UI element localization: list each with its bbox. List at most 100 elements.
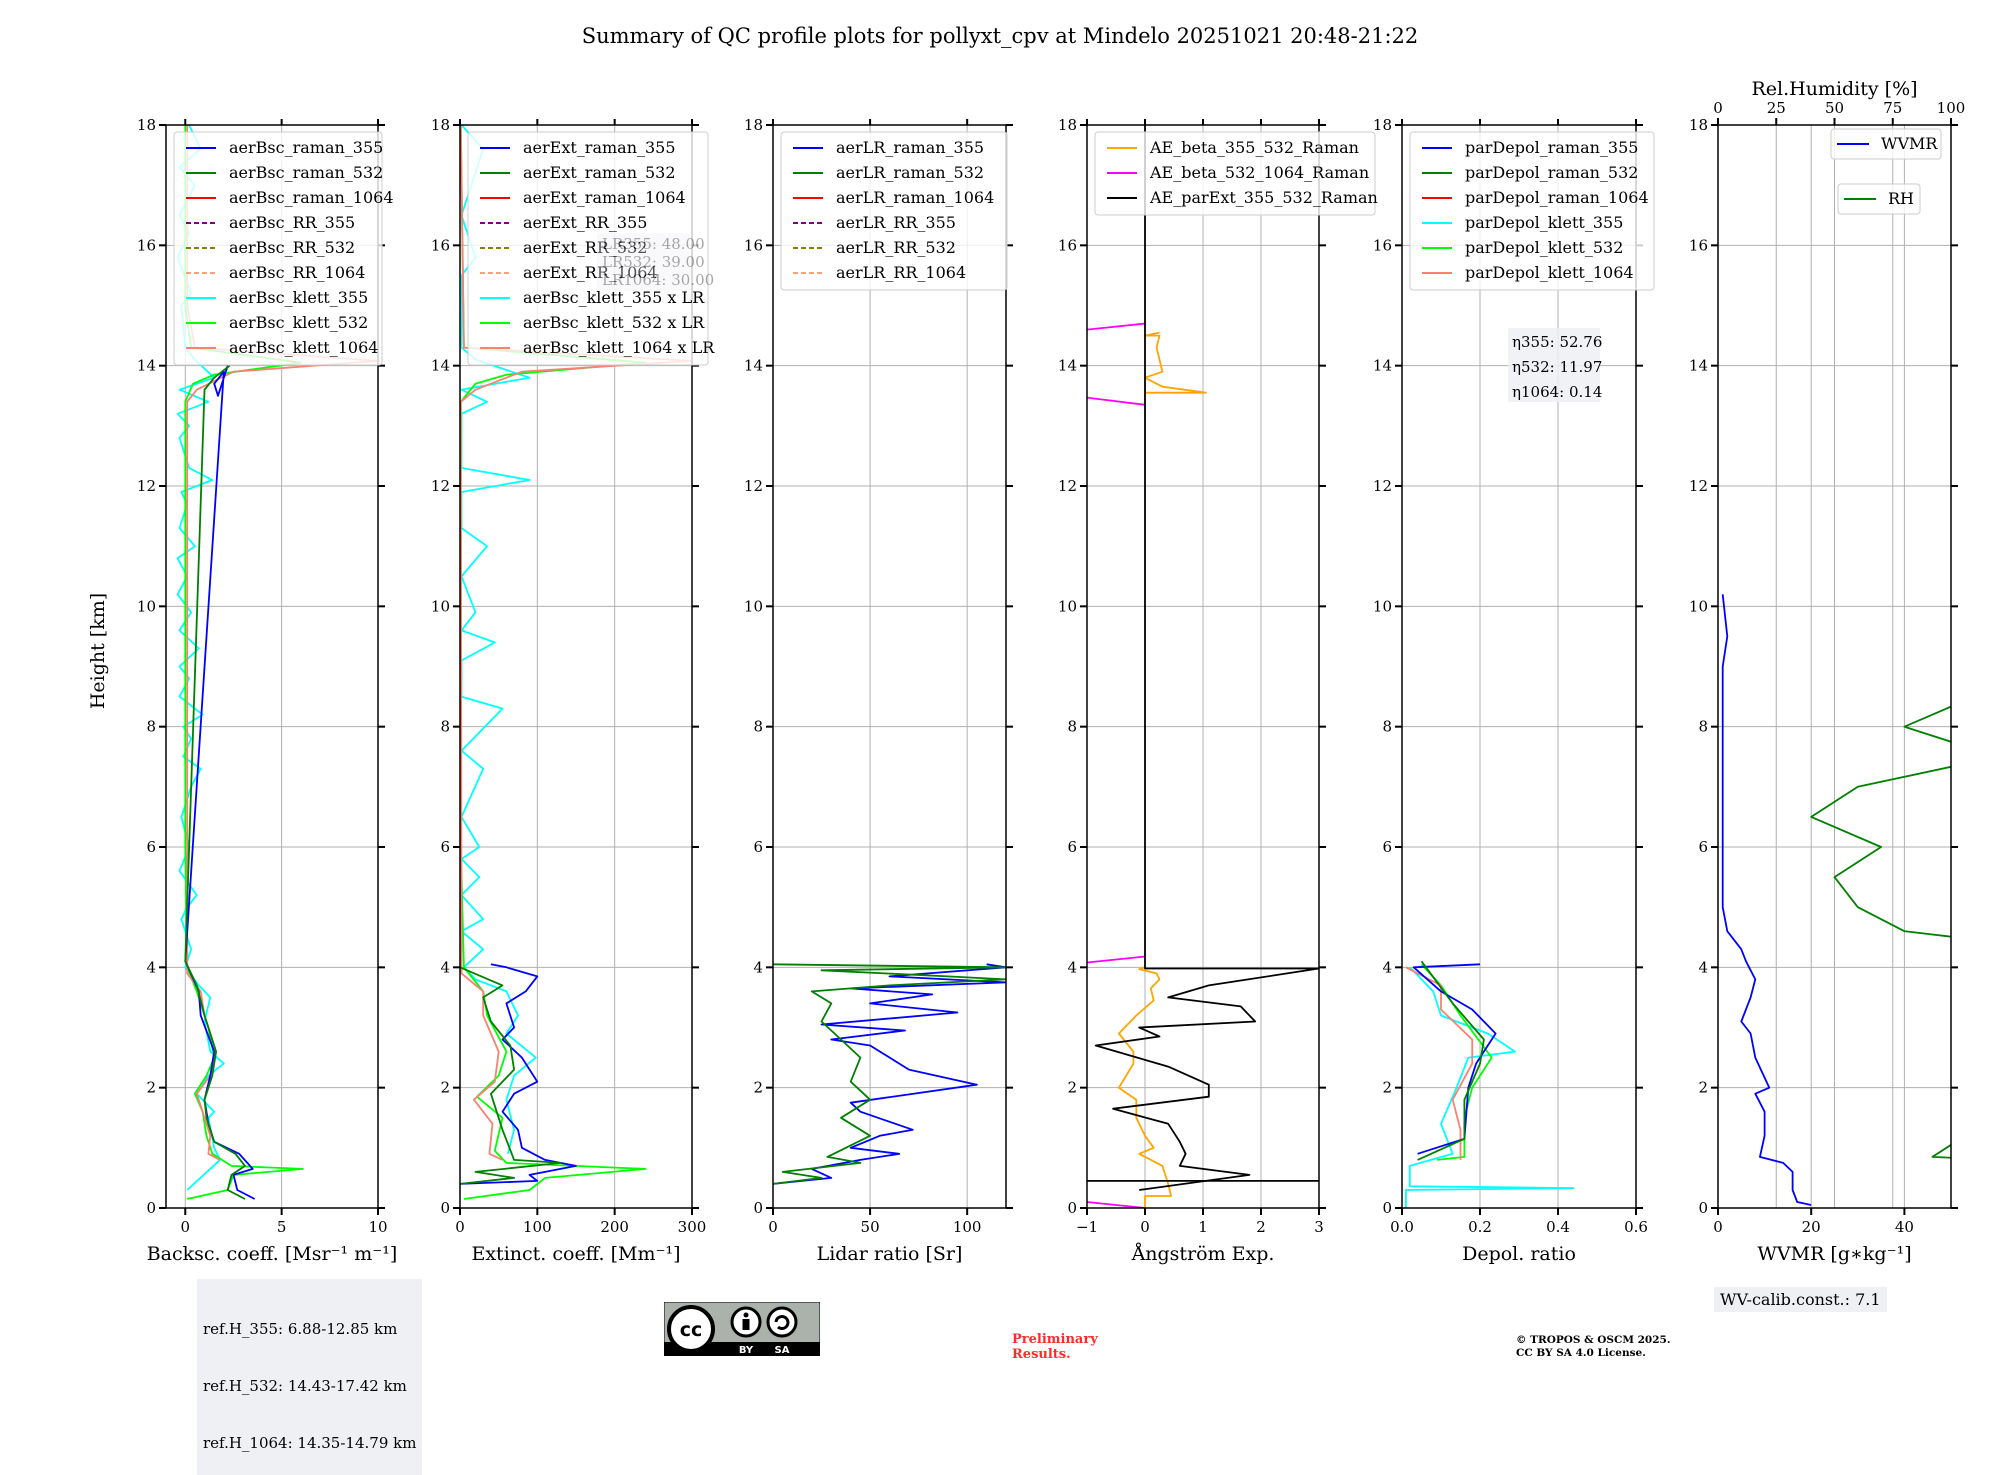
x-tick-label: 0: [768, 1218, 778, 1236]
legend-item-label: aerBsc_raman_532: [229, 163, 383, 182]
preliminary-results-note: Preliminary Results.: [1012, 1332, 1098, 1362]
legend-item-label: aerBsc_klett_355: [229, 288, 368, 307]
eta-annotation: η355: 52.76 η532: 11.97 η1064: 0.14: [1508, 328, 1602, 402]
axes-frame: [772, 124, 1007, 1209]
by-label: BY: [739, 1345, 754, 1356]
x-tick-label: 300: [678, 1218, 707, 1236]
legend-box: [1409, 131, 1655, 291]
y-tick-label: 2: [1382, 1079, 1392, 1097]
x-tick-label: 1: [1198, 1218, 1208, 1236]
legend-box: [1094, 131, 1376, 216]
axes-frame: [165, 124, 379, 1209]
x-tick-label: 0: [455, 1218, 465, 1236]
wv-calibration-constant: WV-calib.const.: 7.1: [1714, 1287, 1887, 1312]
y-tick-label: 2: [753, 1079, 763, 1097]
series-group: [1405, 960, 1575, 1208]
series-group: [773, 963, 1006, 1185]
legend-item-label: aerBsc_raman_1064: [229, 188, 394, 207]
y-tick-label: 2: [1067, 1079, 1077, 1097]
annotation-line: η1064: 0.14: [1512, 383, 1602, 401]
y-tick-label: 4: [1067, 958, 1077, 976]
ref-height-355: ref.H_355: 6.88-12.85 km: [203, 1320, 398, 1338]
y-tick-label: 18: [1373, 116, 1392, 134]
legend-item-label: aerLR_RR_1064: [836, 263, 966, 282]
y-tick-label: 12: [137, 477, 156, 495]
y-tick-label: 14: [431, 357, 450, 375]
x-axis-label: Ångström Exp.: [1131, 1243, 1275, 1265]
series-ae-beta-532-1064-raman: [1087, 1201, 1146, 1208]
series-ae-beta-355-532-raman-upper: [1144, 331, 1207, 394]
legend-item-label: aerLR_RR_355: [836, 213, 956, 232]
y-tick-label: 12: [431, 477, 450, 495]
preliminary-line-1: Preliminary: [1012, 1332, 1098, 1347]
y-tick-label: 10: [744, 597, 763, 615]
annotation-line: η355: 52.76: [1512, 333, 1602, 351]
x-axis-label: Extinct. coeff. [Mm⁻¹]: [471, 1243, 680, 1265]
y-tick-label: 6: [146, 838, 156, 856]
y-tick-label: 6: [1698, 838, 1708, 856]
legend-box: [1837, 183, 1921, 215]
cc-text: cc: [680, 1319, 703, 1341]
series-aerbsc-klett-532-x-lr: [460, 125, 647, 1200]
y-tick-label: 8: [440, 718, 450, 736]
legend-item-label: aerLR_raman_1064: [836, 188, 994, 207]
annotation-line: LR1064: 30.00: [602, 271, 714, 289]
x-tick-label: 40: [1895, 1218, 1914, 1236]
y-tick-label: 0: [1067, 1199, 1077, 1217]
series-group: [1721, 594, 1951, 1206]
y-tick-label: 18: [1689, 116, 1708, 134]
y-tick-label: 0: [753, 1199, 763, 1217]
legend-item-label: aerLR_RR_532: [836, 238, 956, 257]
y-tick-label: 2: [146, 1079, 156, 1097]
y-tick-label: 14: [1689, 357, 1708, 375]
series-aerlr-raman-532: [773, 963, 1006, 1185]
y-axis-label: Height [km]: [87, 593, 109, 709]
legend-item-label: aerBsc_RR_532: [229, 238, 355, 257]
series-aerlr-raman-355: [773, 963, 1006, 1185]
legend-item-label: aerBsc_klett_532 x LR: [523, 313, 705, 332]
x2-tick-label: 50: [1825, 99, 1844, 117]
legend-item-label: AE_parExt_355_532_Raman: [1149, 188, 1378, 207]
y-tick-label: 18: [137, 116, 156, 134]
axes-frame: [1401, 124, 1637, 1209]
x-tick-label: 0.0: [1390, 1218, 1414, 1236]
x-tick-label: 2: [1256, 1218, 1266, 1236]
legend-item-label: aerBsc_klett_1064 x LR: [523, 338, 715, 357]
panel-water_vapor: 0 2 4 6 8 10 12 14 16 18 0 20 40 0 25 50 75 100 Rel.Humidi…: [1689, 78, 1965, 1265]
legend-wvmr: WVMR: [1830, 128, 1942, 160]
annotation-line: η532: 11.97: [1512, 358, 1602, 376]
series-aerext-raman-532: [460, 966, 562, 1185]
y-tick-label: 10: [431, 597, 450, 615]
x-axis-label: Backsc. coeff. [Msr⁻¹ m⁻¹]: [147, 1243, 398, 1265]
legend-rh: RH: [1837, 183, 1921, 215]
y-tick-label: 4: [440, 958, 450, 976]
cc-by-sa-license-icon: cc BY SA: [664, 1302, 820, 1356]
legend-item-label: aerBsc_RR_355: [229, 213, 355, 232]
y-tick-label: 16: [1058, 236, 1077, 254]
annotation-box: [597, 233, 690, 291]
x-tick-label: 100: [953, 1218, 982, 1236]
series-rh: [1810, 705, 1951, 1159]
y-tick-label: 14: [1373, 357, 1392, 375]
legend-label: RH: [1888, 189, 1914, 208]
reference-heights-box: ref.H_355: 6.88-12.85 km ref.H_532: 14.4…: [197, 1279, 423, 1475]
y-tick-label: 0: [146, 1199, 156, 1217]
x-tick-label: 0: [1140, 1218, 1150, 1236]
legend-item-label: aerExt_RR_1064: [523, 263, 658, 282]
x-tick-label: 200: [600, 1218, 629, 1236]
annotation-line: LR532: 39.00: [602, 253, 705, 271]
legend-item-label: aerExt_RR_355: [523, 213, 647, 232]
panel-lidar_ratio: 0 2 4 6 8 10 12 14 16 18 0 50 100 Lidar ratio [Sr] aer…: [744, 116, 1013, 1265]
legend-item-label: aerBsc_klett_532: [229, 313, 368, 332]
series-aerbsc-raman-532: [184, 364, 246, 1200]
x-tick-label: 20: [1802, 1218, 1821, 1236]
y-tick-label: 8: [1382, 718, 1392, 736]
y-tick-label: 16: [137, 236, 156, 254]
y-tick-label: 2: [1698, 1079, 1708, 1097]
y-tick-label: 6: [440, 838, 450, 856]
y-tick-label: 0: [1698, 1199, 1708, 1217]
series-pardepol-klett-355: [1405, 966, 1575, 1208]
x2-axis-label: Rel.Humidity [%]: [1751, 78, 1917, 100]
